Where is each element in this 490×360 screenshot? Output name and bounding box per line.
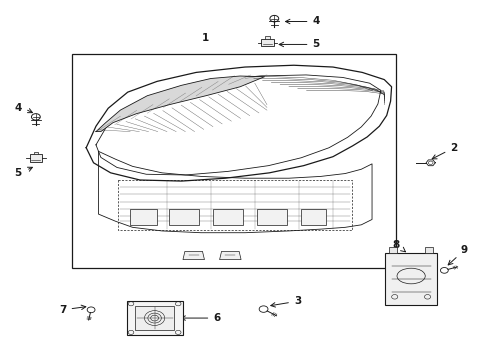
- Text: 4: 4: [14, 103, 22, 113]
- Text: 9: 9: [448, 245, 468, 265]
- Text: 5: 5: [14, 168, 22, 178]
- Text: 2: 2: [432, 143, 458, 159]
- Bar: [126, 301, 183, 335]
- Bar: [425, 247, 433, 253]
- Bar: [261, 39, 273, 46]
- Polygon shape: [220, 251, 241, 260]
- Bar: [213, 209, 243, 225]
- Text: 4: 4: [286, 17, 320, 27]
- Bar: [130, 209, 157, 225]
- Text: 7: 7: [59, 305, 86, 315]
- Bar: [72, 54, 396, 268]
- Bar: [169, 209, 198, 225]
- Bar: [301, 209, 326, 225]
- Text: 8: 8: [393, 239, 405, 252]
- Text: 5: 5: [279, 40, 319, 49]
- Bar: [135, 306, 174, 330]
- Bar: [265, 36, 270, 39]
- Bar: [257, 209, 287, 225]
- Bar: [30, 154, 42, 162]
- Bar: [389, 247, 397, 253]
- Text: 6: 6: [181, 313, 220, 323]
- Polygon shape: [183, 251, 204, 260]
- Text: 3: 3: [271, 296, 301, 307]
- Bar: [34, 152, 38, 154]
- Bar: [386, 253, 437, 305]
- Text: 1: 1: [202, 33, 210, 43]
- Polygon shape: [96, 76, 265, 132]
